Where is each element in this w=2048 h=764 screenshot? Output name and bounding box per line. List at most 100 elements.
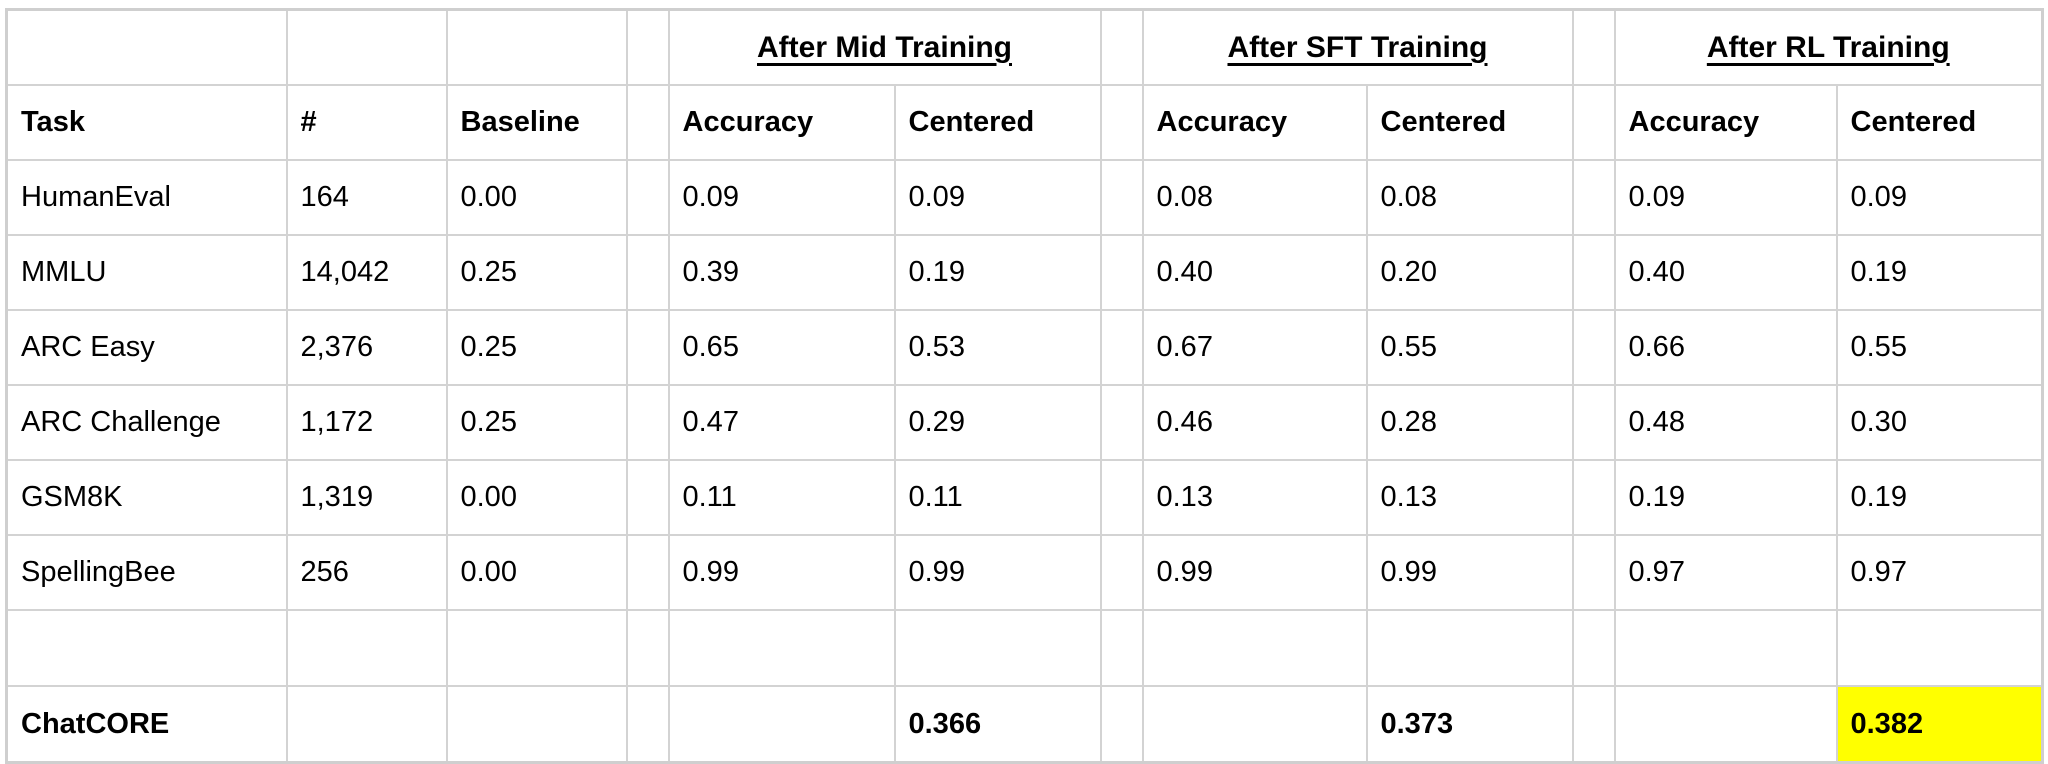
task-cell: SpellingBee	[5, 534, 288, 611]
baseline-cell: 0.25	[445, 234, 628, 311]
column-header-sft-centered: Centered	[1365, 84, 1574, 161]
rl-centered-cell: 0.09	[1835, 159, 2044, 236]
mid-accuracy-cell: 0.99	[667, 534, 896, 611]
blank-cell	[1613, 685, 1838, 764]
rl-accuracy-cell: 0.19	[1613, 459, 1838, 536]
sft-centered-cell: 0.28	[1365, 384, 1574, 461]
blank-cell	[445, 685, 628, 764]
mid-centered-cell: 0.29	[893, 384, 1102, 461]
spacer-cell	[1099, 234, 1144, 311]
column-header-rl-accuracy: Accuracy	[1613, 84, 1838, 161]
blank-cell	[5, 8, 288, 86]
baseline-cell: 0.00	[445, 159, 628, 236]
column-header-mid-centered: Centered	[893, 84, 1102, 161]
baseline-cell: 0.25	[445, 309, 628, 386]
sft-accuracy-cell: 0.99	[1141, 534, 1368, 611]
table-row: GSM8K 1,319 0.00 0.11 0.11 0.13 0.13 0.1…	[5, 459, 2044, 536]
group-header-rl-training: After RL Training	[1613, 8, 2044, 86]
sft-centered-cell: 0.20	[1365, 234, 1574, 311]
table-row: ARC Easy 2,376 0.25 0.65 0.53 0.67 0.55 …	[5, 309, 2044, 386]
blank-cell	[285, 609, 448, 687]
blank-cell	[5, 609, 288, 687]
count-cell: 1,172	[285, 384, 448, 461]
blank-cell	[667, 685, 896, 764]
blank-cell	[1613, 609, 1838, 687]
rl-accuracy-cell: 0.97	[1613, 534, 1838, 611]
blank-cell	[1141, 685, 1368, 764]
spacer-cell	[625, 84, 670, 161]
spacer-cell	[625, 609, 670, 687]
rl-centered-cell: 0.30	[1835, 384, 2044, 461]
spacer-cell	[625, 685, 670, 764]
mid-accuracy-cell: 0.65	[667, 309, 896, 386]
summary-rl-centered-highlighted: 0.382	[1835, 685, 2044, 764]
group-header-row: After Mid Training After SFT Training Af…	[5, 8, 2044, 86]
sft-accuracy-cell: 0.08	[1141, 159, 1368, 236]
baseline-cell: 0.25	[445, 384, 628, 461]
spacer-cell	[1571, 459, 1616, 536]
spacer-cell	[1099, 384, 1144, 461]
spacer-cell	[1099, 685, 1144, 764]
column-header-row: Task # Baseline Accuracy Centered Accura…	[5, 84, 2044, 161]
blank-cell	[1835, 609, 2044, 687]
count-cell: 14,042	[285, 234, 448, 311]
column-header-baseline: Baseline	[445, 84, 628, 161]
task-cell: ARC Challenge	[5, 384, 288, 461]
spacer-cell	[1099, 459, 1144, 536]
mid-accuracy-cell: 0.09	[667, 159, 896, 236]
mid-accuracy-cell: 0.39	[667, 234, 896, 311]
column-header-task: Task	[5, 84, 288, 161]
group-header-sft-training: After SFT Training	[1141, 8, 1574, 86]
rl-accuracy-cell: 0.09	[1613, 159, 1838, 236]
spacer-cell	[1571, 685, 1616, 764]
group-header-sft-label: After SFT Training	[1227, 30, 1488, 64]
table-row: HumanEval 164 0.00 0.09 0.09 0.08 0.08 0…	[5, 159, 2044, 236]
blank-cell	[445, 8, 628, 86]
spacer-cell	[625, 309, 670, 386]
spacer-cell	[1571, 609, 1616, 687]
spacer-cell	[1571, 309, 1616, 386]
sft-accuracy-cell: 0.67	[1141, 309, 1368, 386]
mid-centered-cell: 0.19	[893, 234, 1102, 311]
column-header-rl-centered: Centered	[1835, 84, 2044, 161]
spacer-cell	[625, 534, 670, 611]
sft-centered-cell: 0.13	[1365, 459, 1574, 536]
group-header-mid-label: After Mid Training	[757, 30, 1012, 64]
spacer-cell	[1571, 159, 1616, 236]
count-cell: 2,376	[285, 309, 448, 386]
blank-cell	[285, 8, 448, 86]
mid-centered-cell: 0.53	[893, 309, 1102, 386]
rl-accuracy-cell: 0.48	[1613, 384, 1838, 461]
mid-centered-cell: 0.11	[893, 459, 1102, 536]
rl-centered-cell: 0.97	[1835, 534, 2044, 611]
count-cell: 164	[285, 159, 448, 236]
spacer-cell	[1571, 84, 1616, 161]
summary-label: ChatCORE	[5, 685, 288, 764]
mid-centered-cell: 0.09	[893, 159, 1102, 236]
sft-accuracy-cell: 0.13	[1141, 459, 1368, 536]
mid-accuracy-cell: 0.47	[667, 384, 896, 461]
table-row: MMLU 14,042 0.25 0.39 0.19 0.40 0.20 0.4…	[5, 234, 2044, 311]
table-row: ARC Challenge 1,172 0.25 0.47 0.29 0.46 …	[5, 384, 2044, 461]
count-cell: 1,319	[285, 459, 448, 536]
spacer-cell	[625, 384, 670, 461]
spacer-cell	[1571, 534, 1616, 611]
rl-accuracy-cell: 0.40	[1613, 234, 1838, 311]
blank-cell	[667, 609, 896, 687]
blank-cell	[1365, 609, 1574, 687]
baseline-cell: 0.00	[445, 534, 628, 611]
spacer-cell	[625, 234, 670, 311]
blank-cell	[1141, 609, 1368, 687]
task-cell: MMLU	[5, 234, 288, 311]
baseline-cell: 0.00	[445, 459, 628, 536]
summary-sft-centered: 0.373	[1365, 685, 1574, 764]
sft-centered-cell: 0.99	[1365, 534, 1574, 611]
table-row: SpellingBee 256 0.00 0.99 0.99 0.99 0.99…	[5, 534, 2044, 611]
spacer-cell	[625, 8, 670, 86]
spacer-cell	[1099, 84, 1144, 161]
empty-row	[5, 609, 2044, 687]
summary-row: ChatCORE 0.366 0.373 0.382	[5, 685, 2044, 764]
blank-cell	[893, 609, 1102, 687]
rl-centered-cell: 0.19	[1835, 234, 2044, 311]
task-cell: GSM8K	[5, 459, 288, 536]
